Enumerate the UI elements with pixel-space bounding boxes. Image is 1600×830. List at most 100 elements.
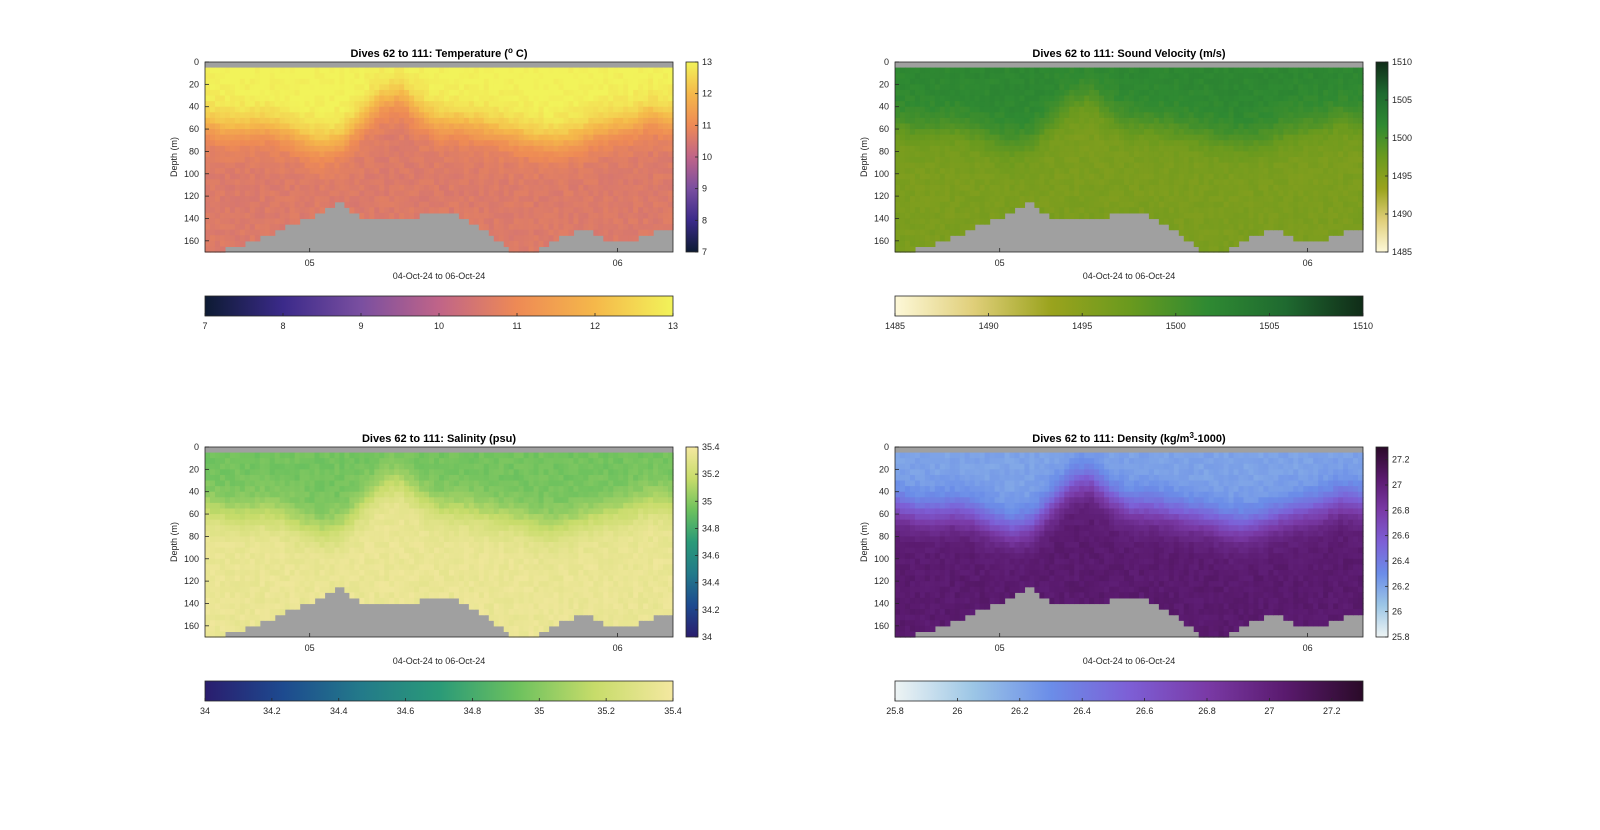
heatmap-cell (279, 73, 286, 80)
heatmap-cell (1099, 184, 1105, 192)
heatmap-cell (234, 117, 241, 125)
heatmap-cell (633, 101, 639, 108)
heatmap-cell (1168, 145, 1175, 153)
heatmap-cell (1079, 168, 1085, 175)
heatmap-cell (643, 173, 649, 180)
heatmap-cell (1238, 196, 1245, 203)
heatmap-cell (563, 145, 570, 153)
heatmap-cell (1094, 140, 1100, 147)
heatmap-cell (1104, 101, 1110, 108)
heatmap-cell (508, 212, 515, 220)
heatmap-cell (999, 173, 1006, 180)
heatmap-cell (558, 207, 565, 214)
heatmap-cell (1203, 73, 1210, 80)
heatmap-cell (364, 168, 370, 175)
heatmap-cell (1054, 196, 1060, 203)
heatmap-cell (1024, 101, 1031, 108)
heatmap-cell (259, 168, 266, 175)
heatmap-cell (1268, 162, 1274, 169)
heatmap-cell (1168, 106, 1175, 113)
heatmap-cell (389, 140, 395, 147)
heatmap-cell (1243, 117, 1250, 125)
heatmap-cell (904, 134, 911, 141)
heatmap-cell (478, 134, 485, 141)
heatmap-cell (954, 89, 961, 97)
heatmap-cell (1273, 112, 1279, 119)
heatmap-cell (254, 151, 261, 158)
heatmap-cell (1044, 179, 1050, 186)
heatmap-cell (468, 157, 475, 164)
heatmap-cell (989, 112, 996, 119)
heatmap-cell (349, 145, 355, 153)
heatmap-cell (914, 201, 921, 208)
heatmap-cell (1089, 78, 1095, 85)
chart-title: Dives 62 to 111: Sound Velocity (m/s) (1032, 48, 1226, 60)
heatmap-cell (1203, 95, 1210, 102)
heatmap-cell (473, 184, 480, 192)
heatmap-cell (269, 190, 276, 197)
heatmap-cell (1019, 101, 1026, 108)
heatmap-cell (668, 218, 674, 225)
heatmap-cell (1228, 162, 1235, 169)
heatmap-cell (1203, 145, 1210, 153)
heatmap-cell (319, 184, 326, 192)
heatmap-cell (279, 207, 286, 214)
heatmap-cell (359, 190, 365, 197)
heatmap-cell (424, 89, 430, 97)
heatmap-cell (473, 157, 480, 164)
heatmap-cell (944, 145, 951, 153)
heatmap-cell (249, 184, 256, 192)
heatmap-cell (394, 84, 400, 91)
heatmap-cell (324, 73, 331, 80)
heatmap-cell (319, 101, 326, 108)
heatmap-cell (419, 201, 425, 208)
heatmap-cell (578, 140, 584, 147)
heatmap-cell (264, 184, 271, 192)
heatmap-cell (1059, 84, 1065, 91)
heatmap-cell (1243, 179, 1250, 186)
heatmap-cell (354, 134, 360, 141)
heatmap-cell (909, 173, 916, 180)
heatmap-cell (1114, 184, 1120, 192)
heatmap-cell (329, 117, 336, 125)
heatmap-cell (339, 184, 346, 192)
heatmap-cell (244, 129, 251, 136)
heatmap-cell (1024, 84, 1031, 91)
heatmap-cell (1054, 173, 1060, 180)
heatmap-cell (249, 117, 256, 125)
heatmap-cell (379, 162, 385, 169)
heatmap-cell (1218, 201, 1225, 208)
heatmap-cell (1268, 67, 1274, 74)
heatmap-cell (219, 95, 226, 102)
heatmap-cell (904, 224, 911, 231)
heatmap-cell (924, 95, 931, 102)
heatmap-cell (969, 173, 976, 180)
heatmap-cell (563, 67, 570, 74)
heatmap-cell (389, 73, 395, 80)
heatmap-cell (563, 196, 570, 203)
heatmap-cell (548, 106, 555, 113)
heatmap-cell (914, 145, 921, 153)
heatmap-cell (1148, 212, 1155, 220)
heatmap-cell (1099, 123, 1105, 130)
heatmap-cell (583, 123, 589, 130)
heatmap-cell (613, 129, 619, 136)
heatmap-cell (1138, 184, 1145, 192)
heatmap-cell (1178, 168, 1185, 175)
heatmap-cell (1268, 201, 1274, 208)
heatmap-cell (1263, 95, 1270, 102)
heatmap-cell (1218, 123, 1225, 130)
heatmap-cell (1059, 140, 1065, 147)
heatmap-cell (1074, 123, 1080, 130)
heatmap-cell (463, 184, 470, 192)
heatmap-cell (949, 157, 956, 164)
heatmap-cell (1054, 89, 1060, 97)
heatmap-cell (329, 101, 336, 108)
heatmap-cell (498, 145, 505, 153)
heatmap-cell (264, 212, 271, 220)
heatmap-cell (1084, 168, 1090, 175)
heatmap-cell (1104, 95, 1110, 102)
heatmap-cell (1198, 196, 1205, 203)
heatmap-cell (1233, 151, 1240, 158)
heatmap-cell (583, 173, 589, 180)
